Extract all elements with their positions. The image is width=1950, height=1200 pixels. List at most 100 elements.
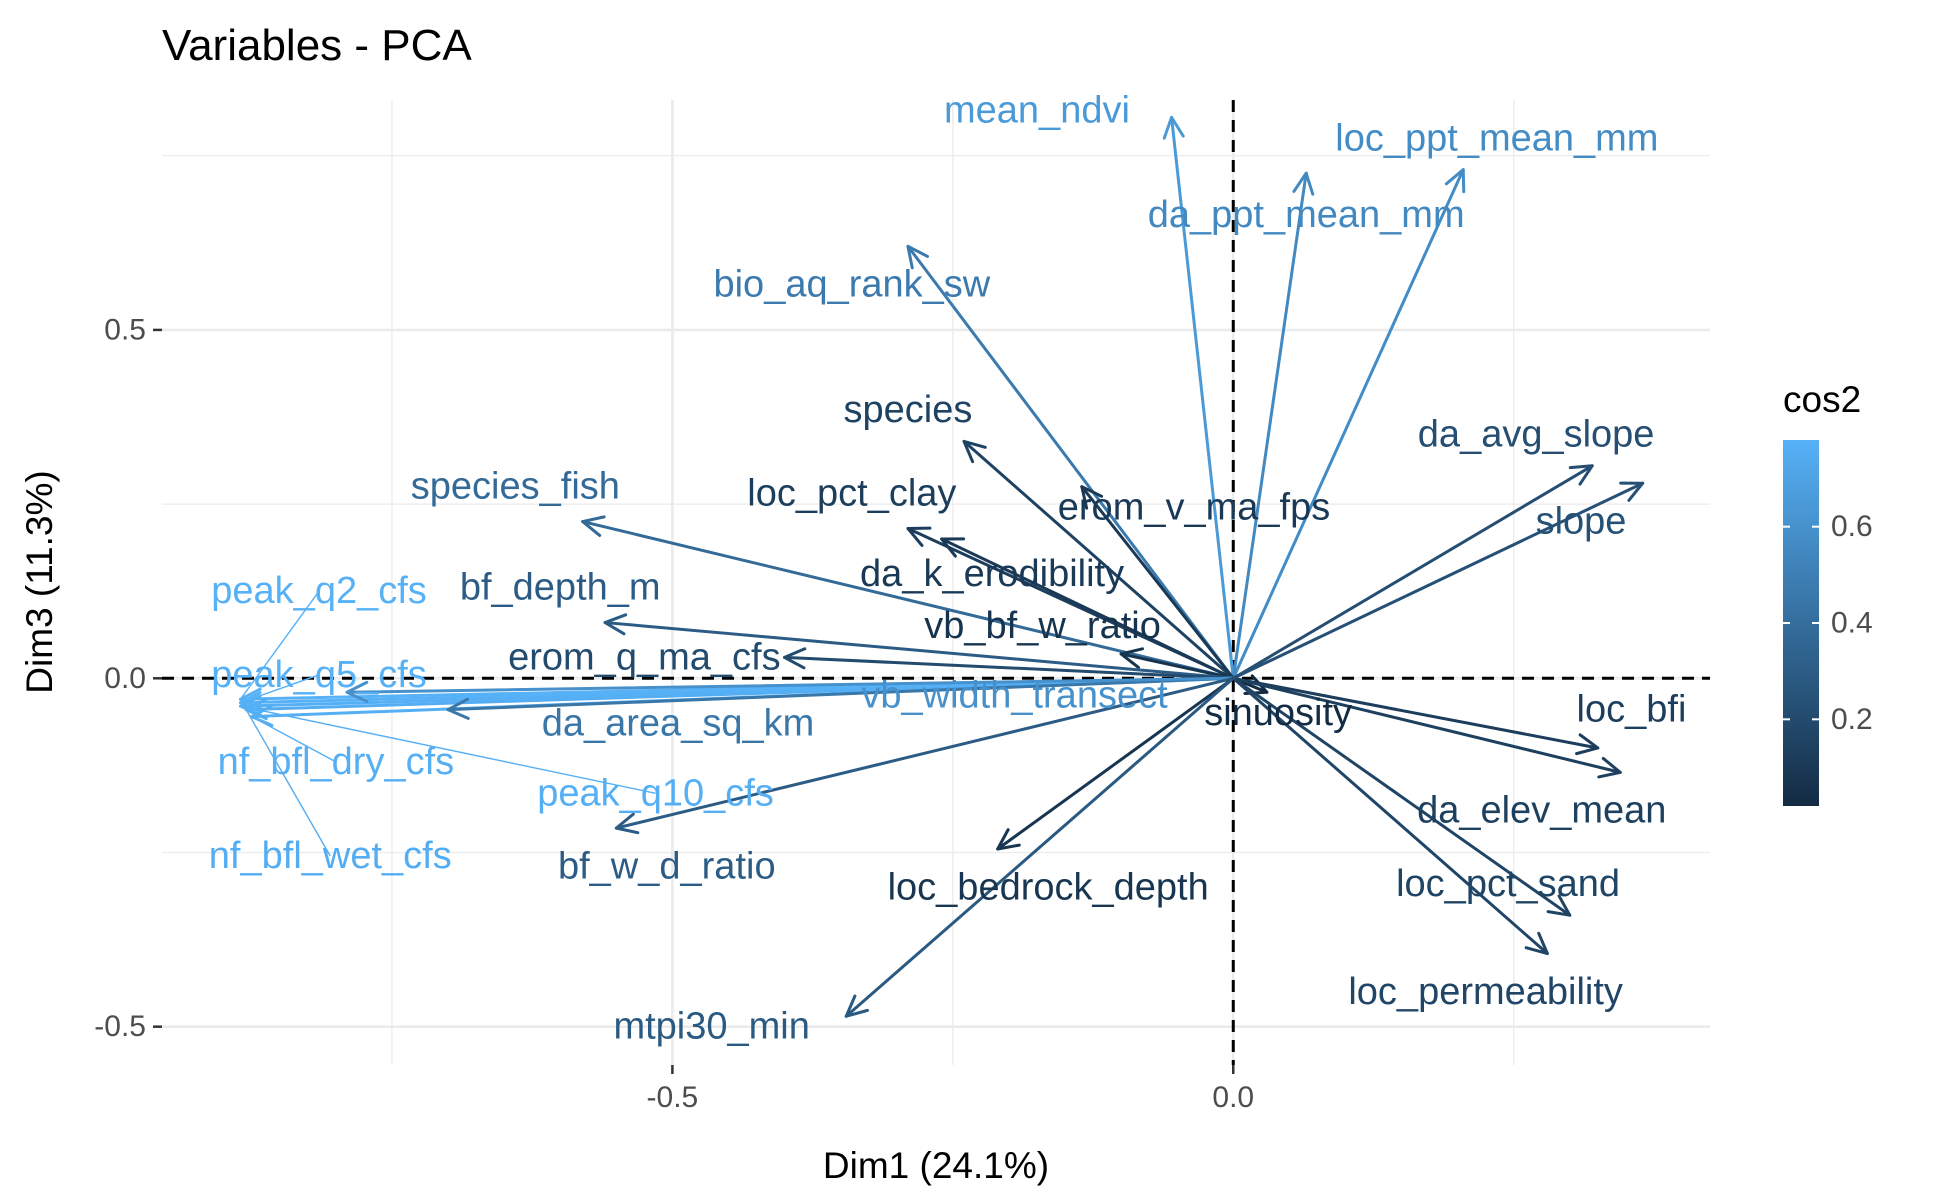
arrow-shaft <box>1170 115 1235 680</box>
x-axis-title: Dim1 (24.1%) <box>823 1145 1049 1186</box>
leader-peak-q5-cfs <box>240 674 320 704</box>
label-mean-ndvi: mean_ndvi <box>944 89 1130 131</box>
arrow-da-ppt-mean-mm <box>1231 171 1315 680</box>
arrow-shaft <box>940 537 1235 680</box>
label-vb-width-transect: vb_width_transect <box>861 675 1168 717</box>
arrow-da-area-sq-km <box>446 676 1235 720</box>
label-erom-v-ma-fps: erom_v_ma_fps <box>1058 487 1330 529</box>
arrow-shaft <box>996 676 1235 851</box>
x-tick-label: -0.5 <box>647 1081 699 1114</box>
arrow-head <box>1292 171 1315 196</box>
leader-nf-bfl-wet-cfs <box>245 709 331 857</box>
legend: cos2 0.2 0.4 0.6 <box>1783 379 1873 806</box>
label-slope: slope <box>1536 501 1627 543</box>
arrow-head <box>1546 894 1572 917</box>
arrow-mtpi30-min <box>844 676 1235 1018</box>
label-loc-permeability: loc_permeability <box>1348 971 1623 1013</box>
colorbar-tick-label: 0.6 <box>1831 510 1873 543</box>
variable-arrows <box>239 115 1645 1018</box>
arrow-erom-q-ma-cfs <box>783 647 1235 680</box>
arrow-head <box>962 439 987 464</box>
arrow-vb-width-transect <box>345 676 1235 703</box>
arrow-shaft <box>906 244 1235 680</box>
arrow-loc-bedrock-depth <box>996 676 1235 851</box>
arrow-head <box>614 812 640 835</box>
arrow-head <box>603 613 628 636</box>
arrow-vb-bf-w-ratio <box>1119 647 1235 680</box>
arrow-head <box>906 526 932 547</box>
label-loc-bedrock-depth: loc_bedrock_depth <box>888 866 1209 908</box>
label-leader-lines <box>239 590 656 857</box>
arrow-shaft <box>962 439 1235 680</box>
leader-peak-q10-cfs <box>240 705 656 794</box>
arrow-head <box>940 537 966 558</box>
variable-labels: mean_ndvi loc_ppt_mean_mm da_ppt_mean_mmbi… <box>209 89 1687 1047</box>
x-tick-label: 0.0 <box>1212 1081 1254 1114</box>
arrow-shaft <box>239 676 1235 708</box>
arrow-head <box>1568 464 1594 486</box>
chart-title: Variables - PCA <box>162 21 472 70</box>
arrow-shaft <box>1231 171 1308 680</box>
arrow-loc-ppt-mean-mm <box>1231 168 1466 680</box>
arrow-head <box>446 697 470 720</box>
arrow-bio-aq-rank-sw <box>906 244 1235 680</box>
arrow-slope <box>1231 481 1645 680</box>
arrow-da-k-erodibility <box>940 537 1235 680</box>
label-peak-q10-cfs: peak_q10_cfs <box>537 772 774 814</box>
arrow-loc-permeability <box>1231 676 1549 956</box>
arrow-da-avg-slope <box>1231 464 1594 680</box>
arrow-shaft <box>1231 676 1549 956</box>
arrow-shaft <box>1231 168 1465 680</box>
arrow-head <box>996 828 1021 851</box>
arrow-shaft <box>1231 481 1645 680</box>
label-loc-pct-sand: loc_pct_sand <box>1396 863 1620 905</box>
arrow-head <box>1080 485 1104 510</box>
label-erom-q-ma-cfs: erom_q_ma_cfs <box>508 636 780 678</box>
arrow-bf-w-d-ratio <box>614 676 1235 835</box>
label-da-area-sq-km: da_area_sq_km <box>542 703 815 745</box>
arrow-head <box>1575 733 1600 756</box>
label-mtpi30-min: mtpi30_min <box>613 1006 809 1048</box>
colorbar-tick-label: 0.2 <box>1831 703 1873 736</box>
label-species: species <box>844 389 973 431</box>
arrow-head <box>844 994 869 1018</box>
reference-lines <box>162 100 1710 1065</box>
arrow-head <box>783 647 807 670</box>
arrow-shaft <box>1119 652 1235 680</box>
label-nf-bfl-dry-cfs: nf_bfl_dry_cfs <box>218 741 455 783</box>
y-axis-title: Dim3 (11.3%) <box>19 470 60 693</box>
arrow-bf-depth-m <box>603 613 1235 680</box>
label-loc-pct-clay: loc_pct_clay <box>747 473 956 515</box>
label-loc-bfi: loc_bfi <box>1577 689 1687 731</box>
arrow-head <box>1524 931 1549 956</box>
arrow-mean-ndvi <box>1162 115 1235 680</box>
leader-nf-bfl-dry-cfs <box>251 716 337 763</box>
arrow-shaft <box>1231 464 1594 680</box>
label-da-avg-slope: da_avg_slope <box>1418 413 1655 455</box>
label-sinuosity: sinuosity <box>1204 692 1352 734</box>
arrow-head <box>581 515 606 537</box>
y-tick-label: -0.5 <box>94 1010 146 1043</box>
arrow-erom-v-ma-fps <box>1080 485 1235 680</box>
legend-title: cos2 <box>1783 379 1861 420</box>
label-da-k-erodibility: da_k_erodibility <box>860 553 1124 595</box>
arrow-head <box>1597 756 1622 779</box>
colorbar-ticks: 0.2 0.4 0.6 <box>1783 510 1873 736</box>
arrow-loc-pct-sand <box>1231 676 1572 917</box>
label-peak-q5-cfs: peak_q5_cfs <box>211 654 427 696</box>
label-species-fish: species_fish <box>411 466 620 508</box>
arrow-head <box>1619 481 1645 502</box>
arrow-shaft <box>446 676 1235 712</box>
label-vb-bf-w-ratio: vb_bf_w_ratio <box>924 605 1161 647</box>
arrow-head <box>1162 115 1185 140</box>
label-da-elev-mean: da_elev_mean <box>1417 790 1666 832</box>
axes: -0.5 0.0 -0.5 0.0 0.5 <box>94 313 1254 1114</box>
label-peak-q2-cfs: peak_q2_cfs <box>211 570 427 612</box>
arrow-shaft <box>844 676 1235 1018</box>
arrow-head <box>1119 647 1144 669</box>
arrow-shaft <box>1231 676 1622 774</box>
label-da-ppt-mean-mm: da_ppt_mean_mm <box>1148 194 1465 236</box>
arrow-shaft <box>614 676 1235 830</box>
arrow-species <box>962 439 1235 680</box>
arrow-da-elev-mean <box>1231 676 1622 779</box>
